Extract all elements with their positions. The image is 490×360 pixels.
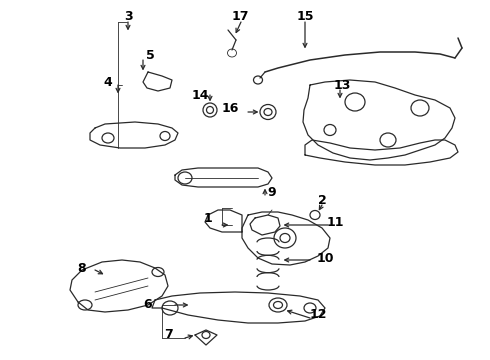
- Text: 15: 15: [296, 9, 314, 23]
- Text: 1: 1: [204, 212, 212, 225]
- Text: 14: 14: [191, 89, 209, 102]
- Text: 17: 17: [231, 9, 249, 23]
- Text: 9: 9: [268, 185, 276, 198]
- Text: 4: 4: [103, 76, 112, 89]
- Text: 10: 10: [316, 252, 334, 265]
- Text: 7: 7: [164, 328, 172, 342]
- Text: 3: 3: [123, 9, 132, 23]
- Text: 8: 8: [78, 261, 86, 275]
- Text: 12: 12: [309, 309, 327, 321]
- Text: 16: 16: [221, 102, 239, 114]
- Text: 5: 5: [146, 49, 154, 62]
- Text: 13: 13: [333, 78, 351, 91]
- Text: 2: 2: [318, 194, 326, 207]
- Text: 6: 6: [144, 298, 152, 311]
- Text: 11: 11: [326, 216, 344, 229]
